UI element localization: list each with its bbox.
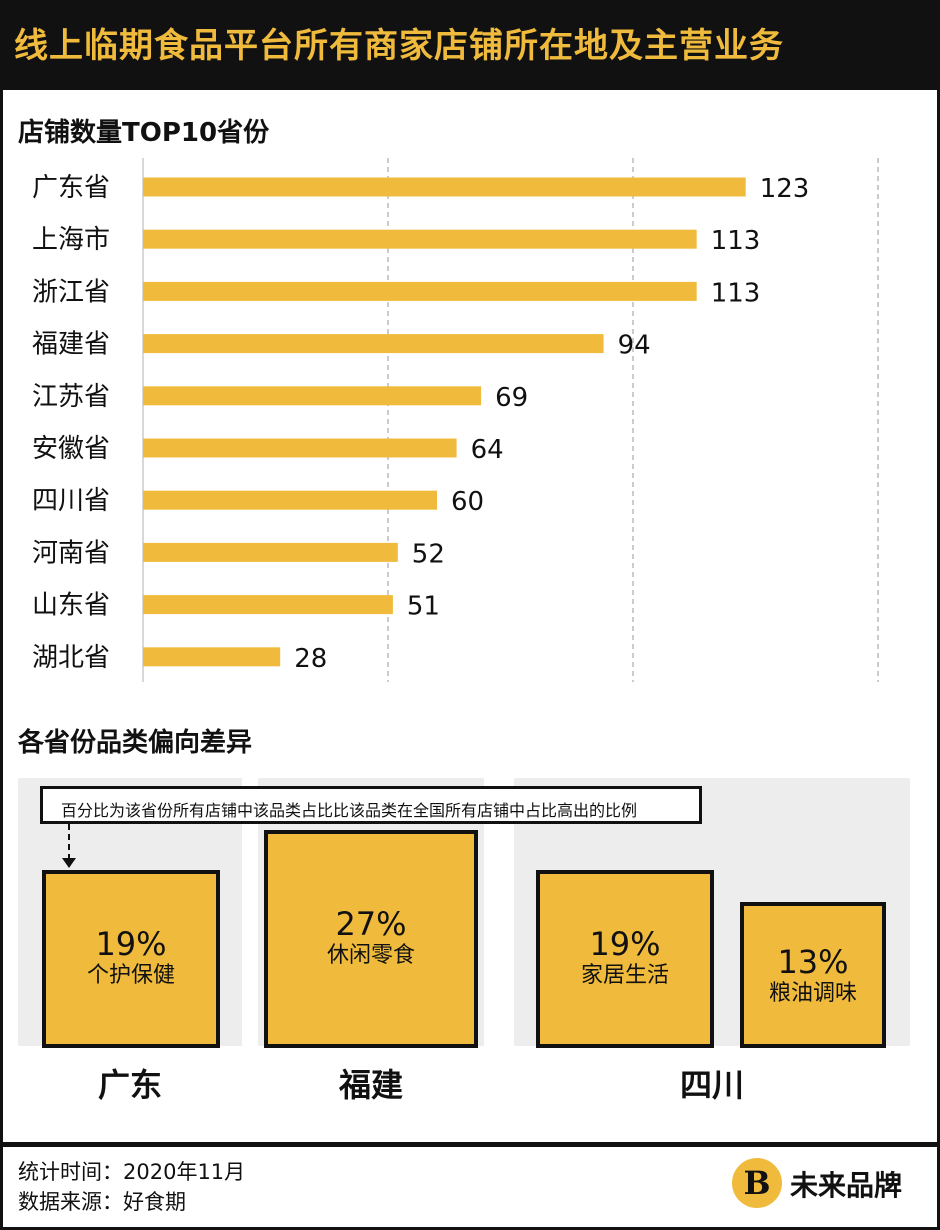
bar [143, 438, 457, 458]
footer-time: 统计时间：2020年11月 [18, 1160, 246, 1184]
square-label: 个护保健 [86, 963, 175, 988]
category-label: 浙江省 [32, 277, 110, 307]
bar [143, 386, 482, 406]
value-label: 64 [471, 435, 504, 465]
bar [143, 334, 604, 354]
value-label: 113 [711, 226, 761, 256]
bar [143, 647, 281, 667]
value-label: 60 [451, 487, 484, 517]
brand-logo-icon: B [732, 1158, 782, 1208]
footer-divider [0, 1142, 940, 1147]
square-percent: 27% [335, 905, 407, 943]
section-title-top10: 店铺数量TOP10省份 [18, 118, 270, 148]
value-label: 69 [495, 383, 528, 413]
square-label: 粮油调味 [768, 981, 857, 1006]
square-percent: 19% [589, 925, 661, 963]
square-sichuan-1: 19% 家居生活 [536, 870, 714, 1048]
square-percent: 19% [95, 925, 167, 963]
province-label-sichuan: 四川 [679, 1066, 744, 1104]
value-label: 123 [760, 174, 810, 204]
category-label: 安徽省 [32, 434, 110, 464]
category-label: 山东省 [32, 591, 110, 621]
bar [143, 595, 393, 615]
category-label: 福建省 [32, 330, 110, 360]
footer-source: 数据来源：好食期 [18, 1190, 186, 1214]
category-label: 湖北省 [32, 643, 110, 673]
value-label: 52 [412, 539, 445, 569]
page-title: 线上临期食品平台所有商家店铺所在地及主营业务 [14, 26, 784, 66]
header-bar: 线上临期食品平台所有商家店铺所在地及主营业务 [0, 0, 940, 90]
bar [143, 229, 697, 249]
bar [143, 490, 437, 510]
note-text: 百分比为该省份所有店铺中该品类占比比该品类在全国所有店铺中占比高出的比例 [61, 801, 638, 820]
section-title-category: 各省份品类偏向差异 [18, 728, 253, 758]
category-label: 上海市 [32, 225, 110, 255]
bar [143, 177, 746, 197]
province-label-guangdong: 广东 [97, 1066, 162, 1104]
value-label: 94 [618, 331, 651, 361]
square-label: 家居生活 [580, 963, 669, 988]
category-label: 江苏省 [32, 382, 110, 412]
value-label: 113 [711, 278, 761, 308]
bar [143, 281, 697, 301]
square-sichuan-2: 13% 粮油调味 [740, 902, 886, 1048]
square-label: 休闲零食 [326, 943, 415, 968]
square-fujian-1: 27% 休闲零食 [264, 830, 478, 1048]
value-label: 28 [294, 644, 327, 674]
province-label-fujian: 福建 [338, 1066, 403, 1104]
value-label: 51 [407, 592, 440, 622]
square-guangdong-1: 19% 个护保健 [42, 870, 220, 1048]
category-label: 四川省 [32, 486, 110, 516]
note-box: 百分比为该省份所有店铺中该品类占比比该品类在全国所有店铺中占比高出的比例 [40, 786, 702, 824]
bar-chart: 广东省 123 上海市 113 浙江省 113 福建省 94 江苏省 69 安徽省 64 四川省 60 河南… [32, 158, 879, 682]
brand-name: 未来品牌 [790, 1169, 903, 1202]
square-percent: 13% [777, 943, 849, 981]
category-label: 河南省 [32, 538, 110, 568]
bar [143, 542, 398, 562]
note-arrow-head [62, 858, 76, 868]
note-arrow-line [68, 824, 70, 860]
category-label: 广东省 [32, 173, 110, 203]
